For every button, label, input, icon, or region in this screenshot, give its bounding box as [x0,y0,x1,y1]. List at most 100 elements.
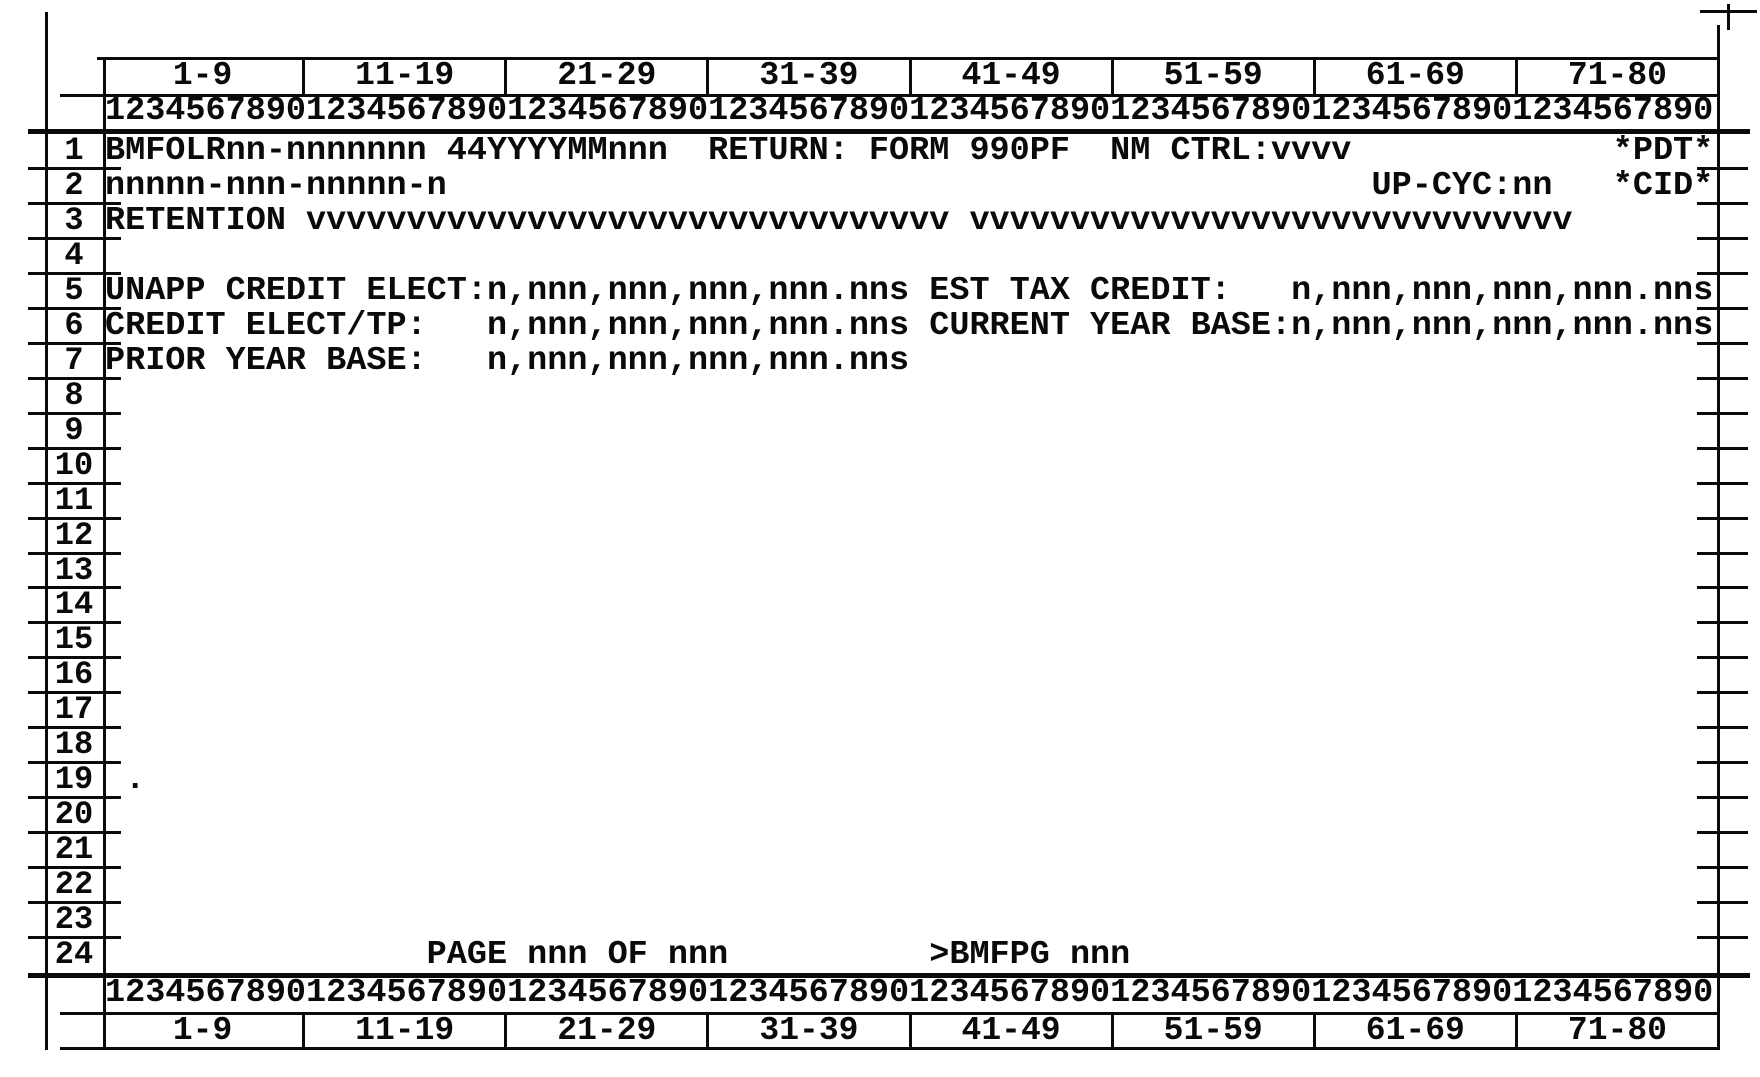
row-number: 12 [54,518,94,554]
header-band-bottom-line [60,94,1717,97]
right-row-tick [1697,482,1748,485]
column-range-label: 61-69 [1312,57,1515,94]
left-row-tick [28,167,121,170]
column-range-label: 31-39 [706,1015,908,1047]
column-range-label: 61-69 [1312,1015,1515,1047]
row-number: 4 [64,238,84,274]
screen-row-text [105,379,1717,414]
ruler-bottom-line [28,129,1750,134]
column-range-label: 1-9 [172,1015,233,1047]
left-row-tick [28,307,121,310]
screen-row-text: . [105,763,146,799]
left-row-tick [28,796,121,799]
column-range-label: 51-59 [1110,57,1313,94]
column-range-label: 21-29 [504,57,706,94]
row-number: 7 [64,343,84,379]
screen-row-text [105,554,1717,589]
right-row-tick [1697,342,1748,345]
right-row-tick [1697,377,1748,380]
row-number: 11 [54,483,94,519]
row-number: 23 [54,903,94,939]
row-number: 21 [54,833,94,869]
column-range-label: 71-80 [1514,57,1717,94]
right-row-tick [1697,237,1748,240]
left-row-tick [28,621,121,624]
left-row-tick [28,377,121,380]
screen-row-text: PRIOR YEAR BASE: n,nnn,nnn,nnn,nnn.nns [105,343,910,379]
right-row-tick [1697,656,1748,659]
right-row-tick [1697,167,1748,170]
footer-ruler-bottom-line [60,1012,1717,1015]
left-row-tick [28,412,121,415]
screen-row-text [105,833,1717,868]
screen-row-text: CREDIT ELECT/TP: n,nnn,nnn,nnn,nnn.nns C… [105,308,1714,344]
column-header-top: 1-9 11-19 21-29 31-39 41-49 51-59 61-69 71-80 [103,57,1717,94]
screen-row-text [105,658,1717,693]
right-row-tick [1697,901,1748,904]
row-number: 5 [64,273,84,309]
left-row-tick [28,936,121,939]
left-row-tick [28,831,121,834]
right-row-tick [1697,936,1748,939]
screen-row-text [105,903,1717,938]
left-row-tick [28,691,121,694]
screen-row-text [105,728,1717,763]
row-number: 18 [54,728,94,764]
row-number: 24 [54,938,94,974]
row-number: 16 [54,658,94,694]
left-row-tick [28,482,121,485]
ruler-bottom: 1234567890123456789012345678901234567890… [105,976,1714,1011]
row-number: 8 [64,378,84,414]
screen-row-text [105,449,1717,484]
left-row-tick [28,656,121,659]
left-row-tick [28,272,121,275]
column-range-label: 11-19 [302,57,504,94]
right-row-tick [1697,272,1748,275]
right-row-tick [1697,517,1748,520]
column-range-label: 31-39 [706,57,908,94]
right-row-tick [1697,796,1748,799]
right-row-tick [1697,691,1748,694]
left-row-tick [28,726,121,729]
row-number: 13 [54,553,94,589]
left-row-tick [28,552,121,555]
right-row-tick [1697,552,1748,555]
screen-row-text: nnnnn-nnn-nnnnn-n UP-CYC:nn *CID* [105,168,1714,204]
row-number: 22 [54,868,94,904]
row-number: 2 [64,168,84,204]
row-number: 19 [54,763,94,799]
row-number: 9 [64,413,84,449]
screen-row-text: UNAPP CREDIT ELECT:n,nnn,nnn,nnn,nnn.nns… [105,273,1714,309]
column-range-label: 21-29 [504,1015,706,1047]
row-number: 15 [54,623,94,659]
ruler-top: 1234567890123456789012345678901234567890… [105,94,1714,129]
row-number: 6 [64,308,84,344]
right-row-tick [1697,726,1748,729]
corner-tick-top-right-v [1727,4,1730,30]
right-row-tick [1697,831,1748,834]
left-border-line [45,12,48,1050]
column-header-bottom: 1-9 11-19 21-29 31-39 41-49 51-59 61-69 71-80 [103,1015,1717,1047]
column-range-label: 71-80 [1514,1015,1717,1047]
left-row-tick [28,761,121,764]
left-row-tick [28,237,121,240]
screen-row-text [105,623,1717,658]
screen-row-text [105,588,1717,623]
left-row-tick [28,586,121,589]
header-band-top-line [97,57,1717,60]
corner-tick-top-right-h [1700,10,1757,13]
screen-row-text: BMFOLRnn-nnnnnnn 44YYYYMMnnn RETURN: FOR… [105,134,1714,169]
grid-bottom-line [28,973,1750,978]
screen-row-text [105,414,1717,449]
column-range-label: 41-49 [908,57,1111,94]
screen-row-text: RETENTION vvvvvvvvvvvvvvvvvvvvvvvvvvvvvv… [105,203,1573,239]
left-row-tick [28,447,121,450]
column-range-label: 41-49 [908,1015,1111,1047]
screen-row-text [105,484,1717,519]
right-row-tick [1697,307,1748,310]
right-row-tick [1697,621,1748,624]
column-range-label: 51-59 [1110,1015,1313,1047]
right-row-tick [1697,412,1748,415]
footer-band-bottom-line [60,1047,1717,1050]
right-row-tick [1697,866,1748,869]
